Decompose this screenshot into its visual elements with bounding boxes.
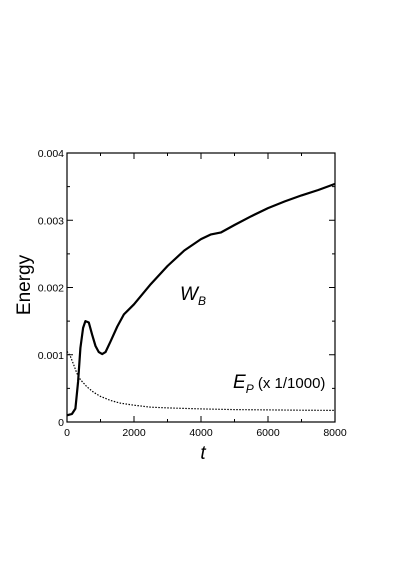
x-tick-label: 0 bbox=[64, 427, 70, 439]
series-line-wb bbox=[66, 182, 336, 417]
x-tick-label: 2000 bbox=[122, 427, 146, 439]
y-tick-label: 0.004 bbox=[38, 148, 64, 160]
x-tick-label: 8000 bbox=[323, 427, 347, 439]
y-tick-label: 0.003 bbox=[38, 215, 64, 227]
x-tick-label: 4000 bbox=[189, 427, 213, 439]
ticks-layer: 0 2000 4000 6000 8000 0 0.001 0.002 0.003 0.004 bbox=[38, 148, 347, 439]
wb-annotation-main: W bbox=[180, 284, 200, 305]
y-tick-label: 0.001 bbox=[38, 350, 64, 362]
ep-annotation-main: E bbox=[233, 372, 246, 393]
ep-annotation-suffix: (x 1/1000) bbox=[254, 375, 326, 392]
x-axis-label: t bbox=[200, 443, 206, 464]
ep-annotation: EP (x 1/1000) bbox=[233, 372, 325, 396]
wb-annotation-sub: B bbox=[198, 294, 206, 308]
series-line-ep bbox=[66, 351, 336, 411]
y-tick-label: 0 bbox=[58, 417, 64, 429]
y-tick-label: 0.002 bbox=[38, 283, 64, 295]
labels-layer: Energy t WB EP (x 1/1000) bbox=[14, 254, 325, 464]
ep-annotation-sub: P bbox=[246, 382, 254, 396]
wb-annotation: WB bbox=[180, 284, 206, 308]
x-tick-label: 6000 bbox=[256, 427, 280, 439]
y-axis-label: Energy bbox=[14, 254, 35, 315]
series-layer bbox=[66, 182, 336, 417]
